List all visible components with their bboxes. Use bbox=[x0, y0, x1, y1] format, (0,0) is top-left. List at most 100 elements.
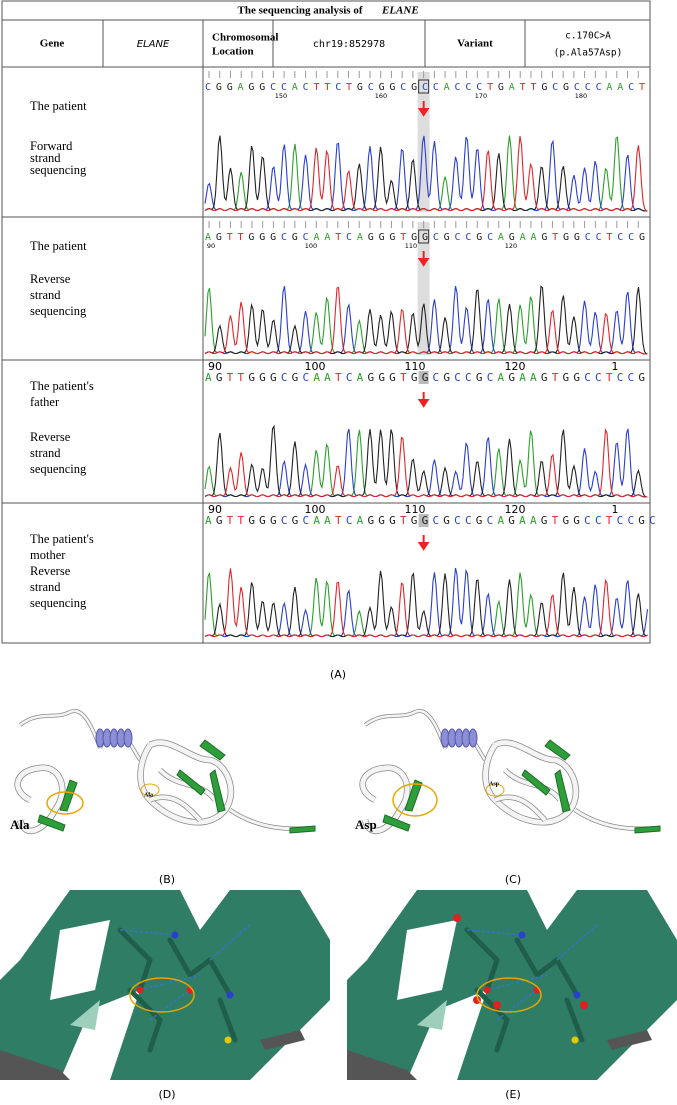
bond bbox=[127, 987, 163, 1023]
header-cell: Location bbox=[212, 46, 254, 58]
beta-strand bbox=[289, 825, 316, 834]
ribbon bbox=[364, 709, 447, 749]
position-label: 160 bbox=[375, 92, 387, 100]
atom bbox=[171, 931, 179, 939]
row-label: strand bbox=[30, 446, 61, 460]
atom bbox=[518, 931, 526, 939]
variant-arrow bbox=[417, 535, 430, 551]
bond bbox=[494, 1017, 510, 1053]
ribbon bbox=[18, 709, 102, 749]
ribbon-edge bbox=[260, 1030, 305, 1050]
structure-overview: Ala Ala bbox=[10, 709, 316, 834]
trace bbox=[204, 135, 648, 212]
position-label: 100 bbox=[305, 503, 326, 516]
trace bbox=[204, 136, 648, 212]
gap bbox=[407, 990, 487, 1080]
gap bbox=[300, 890, 330, 940]
panel-label: (C) bbox=[505, 873, 521, 886]
gap bbox=[397, 920, 457, 1000]
position-label: 110 bbox=[405, 503, 426, 516]
bond bbox=[534, 957, 560, 978]
residue-label: Asp bbox=[355, 817, 377, 832]
highlight-ring bbox=[129, 977, 195, 1013]
beta-strand bbox=[59, 779, 78, 812]
atom bbox=[224, 1036, 232, 1044]
header-cell: ELANE bbox=[137, 39, 170, 50]
beta-strand bbox=[382, 814, 411, 832]
bond bbox=[167, 937, 193, 978]
trace bbox=[204, 572, 648, 638]
bond bbox=[474, 987, 510, 1023]
row-label: Reverse bbox=[30, 564, 71, 578]
bond bbox=[484, 957, 500, 993]
beta-strand bbox=[544, 739, 571, 761]
structure-closeup: Ala bbox=[0, 890, 330, 1080]
structure-closeup: Asp bbox=[347, 890, 677, 1080]
variant-highlight bbox=[417, 222, 430, 355]
highlight-ring bbox=[485, 783, 505, 797]
bond bbox=[514, 937, 540, 978]
gap bbox=[180, 890, 230, 930]
bond bbox=[117, 927, 153, 963]
bond bbox=[217, 997, 238, 1043]
gap bbox=[50, 920, 110, 1000]
sequencing-table: The sequencing analysis of ELANE Gene EL… bbox=[1, 0, 651, 644]
variant-arrow bbox=[417, 101, 430, 117]
trace bbox=[204, 570, 648, 638]
row-label: strand bbox=[30, 288, 61, 302]
bond bbox=[207, 957, 233, 998]
trace bbox=[204, 567, 649, 638]
residue-label: Ala bbox=[10, 817, 30, 832]
position-label: 120 bbox=[505, 503, 526, 516]
row-label: Reverse bbox=[30, 430, 71, 444]
beta-strand bbox=[176, 769, 206, 796]
residue-label: Ala bbox=[144, 792, 153, 798]
trace bbox=[204, 428, 648, 498]
ribbon bbox=[360, 765, 410, 834]
row-label: The patient bbox=[30, 239, 87, 253]
trace bbox=[204, 568, 648, 638]
row-label: strand bbox=[30, 151, 61, 165]
highlight-ring bbox=[392, 783, 438, 817]
atom bbox=[453, 914, 461, 922]
highlight-ring bbox=[140, 783, 160, 797]
header-cell: chr19:852978 bbox=[313, 39, 385, 50]
panel-label: (E) bbox=[505, 1088, 521, 1101]
beta-strand bbox=[554, 769, 571, 813]
beta-strand bbox=[521, 769, 551, 796]
helix bbox=[123, 728, 133, 748]
panel-label: (B) bbox=[159, 873, 175, 886]
highlight-ring bbox=[46, 791, 84, 815]
h-bond bbox=[486, 974, 548, 991]
position-label: 90 bbox=[207, 242, 215, 250]
variant-box bbox=[418, 79, 430, 94]
bond bbox=[137, 957, 153, 993]
ribbon-edge bbox=[607, 1030, 652, 1050]
row-label: sequencing bbox=[30, 304, 87, 318]
gap bbox=[527, 890, 577, 930]
position-label: 110 bbox=[405, 242, 417, 250]
structure-overview: Asp Asp bbox=[355, 709, 661, 834]
row-label: sequencing bbox=[30, 462, 87, 476]
position-label: 120 bbox=[505, 360, 526, 373]
table-border bbox=[1, 0, 651, 644]
position-label: 1 bbox=[612, 360, 619, 373]
residue-label: Asp bbox=[489, 781, 500, 787]
gap bbox=[647, 890, 677, 940]
header-cell: c.170C>A bbox=[565, 31, 611, 42]
row-label: sequencing bbox=[30, 163, 87, 177]
row-label: father bbox=[30, 395, 60, 409]
trace bbox=[204, 286, 648, 355]
atom bbox=[493, 1001, 501, 1009]
position-label: 180 bbox=[575, 92, 587, 100]
beta-strand bbox=[209, 769, 226, 813]
trace bbox=[204, 285, 648, 355]
row-label: sequencing bbox=[30, 596, 87, 610]
position-label: 110 bbox=[405, 360, 426, 373]
bond bbox=[564, 997, 585, 1043]
atom bbox=[580, 1001, 588, 1009]
bond bbox=[187, 957, 213, 978]
beta-strand bbox=[634, 825, 661, 834]
